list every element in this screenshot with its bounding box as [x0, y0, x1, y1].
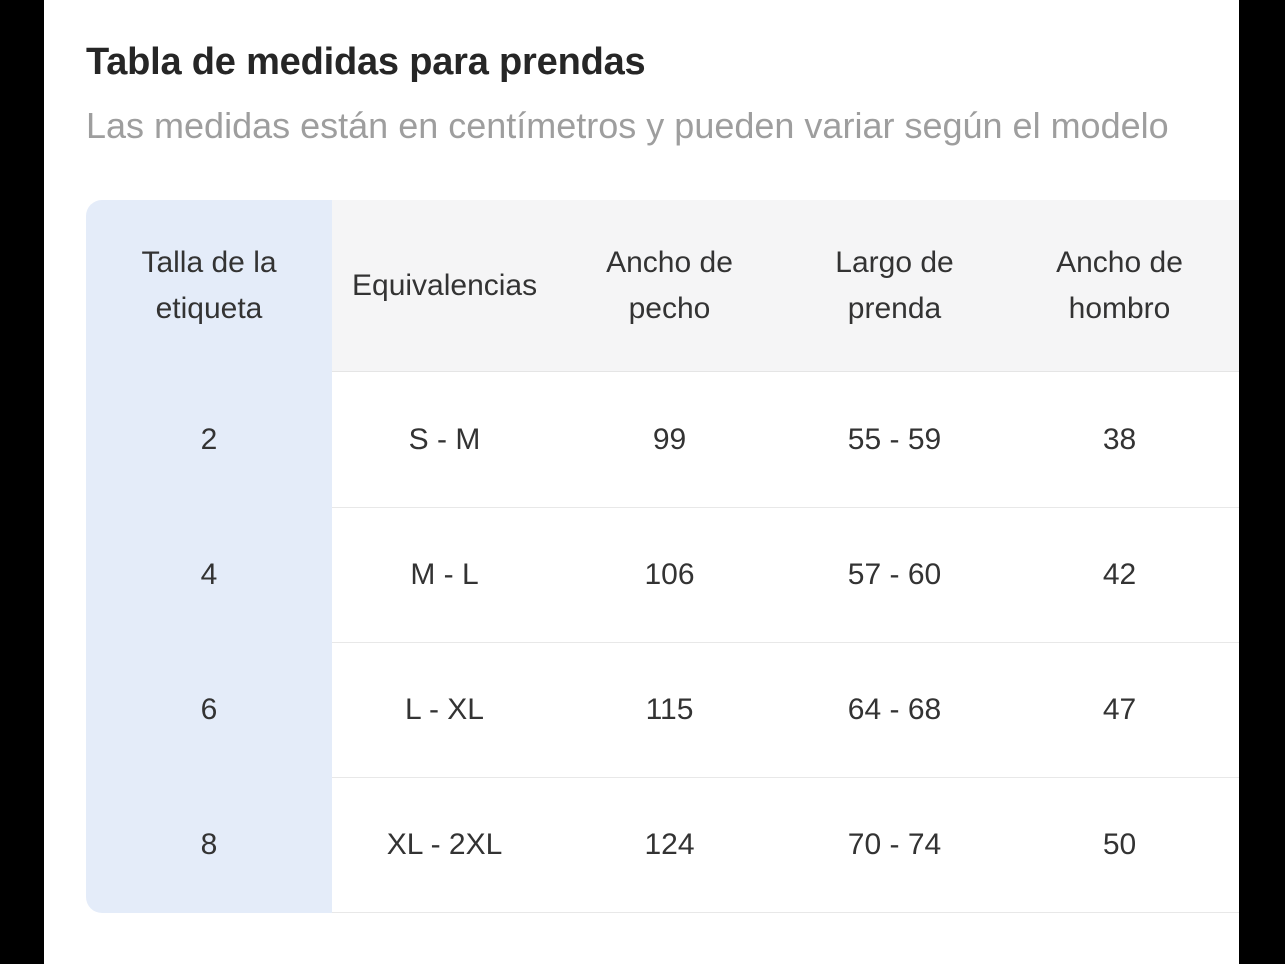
col-header-label: Equivalencias — [352, 268, 538, 302]
col-header-shoulder-width: Ancho de hombro — [1007, 200, 1232, 372]
table-cell: M - L — [332, 507, 557, 642]
table-cell: 50 — [1007, 777, 1232, 913]
size-chart-panel: Tabla de medidas para prendas Las medida… — [44, 0, 1239, 964]
table-cell: XL - 2XL — [332, 777, 557, 913]
table-cell: S - M — [332, 372, 557, 507]
table-cell-filler — [1232, 372, 1239, 507]
page-subtitle: Las medidas están en centímetros y puede… — [86, 105, 1169, 146]
col-header-chest-width: Ancho de pecho — [557, 200, 782, 372]
table-cell: 115 — [557, 642, 782, 777]
table-cell: 55 - 59 — [782, 372, 1007, 507]
col-header-size-tag: Talla de la etiqueta — [86, 200, 332, 372]
col-header-label: Ancho de pecho — [606, 245, 733, 325]
table-cell: 57 - 60 — [782, 507, 1007, 642]
col-header-label: Talla de la etiqueta — [141, 246, 277, 325]
table-cell-filler — [1232, 642, 1239, 777]
table-cell-filler — [1232, 777, 1239, 913]
table-cell: 38 — [1007, 372, 1232, 507]
size-table: Talla de la etiqueta Equivalencias Ancho… — [86, 200, 1239, 913]
table-cell: 47 — [1007, 642, 1232, 777]
table-cell: 106 — [557, 507, 782, 642]
size-table-scroll-area[interactable]: Talla de la etiqueta Equivalencias Ancho… — [86, 200, 1239, 915]
col-header-clipped-filler — [1232, 200, 1239, 372]
col-header-equivalences: Equivalencias — [332, 200, 557, 372]
table-cell: 42 — [1007, 507, 1232, 642]
table-cell: 70 - 74 — [782, 777, 1007, 913]
size-tag-cell: 4 — [86, 507, 332, 642]
table-cell: 99 — [557, 372, 782, 507]
col-header-label: Ancho de hombro — [1056, 245, 1183, 325]
table-cell: 124 — [557, 777, 782, 913]
size-tag-cell: 8 — [86, 777, 332, 913]
table-cell: L - XL — [332, 642, 557, 777]
table-cell-filler — [1232, 507, 1239, 642]
page-title: Tabla de medidas para prendas — [86, 41, 646, 83]
col-header-garment-length: Largo de prenda — [782, 200, 1007, 372]
size-tag-cell: 2 — [86, 372, 332, 507]
col-header-label: Largo de prenda — [835, 245, 954, 325]
table-cell: 64 - 68 — [782, 642, 1007, 777]
size-tag-cell: 6 — [86, 642, 332, 777]
